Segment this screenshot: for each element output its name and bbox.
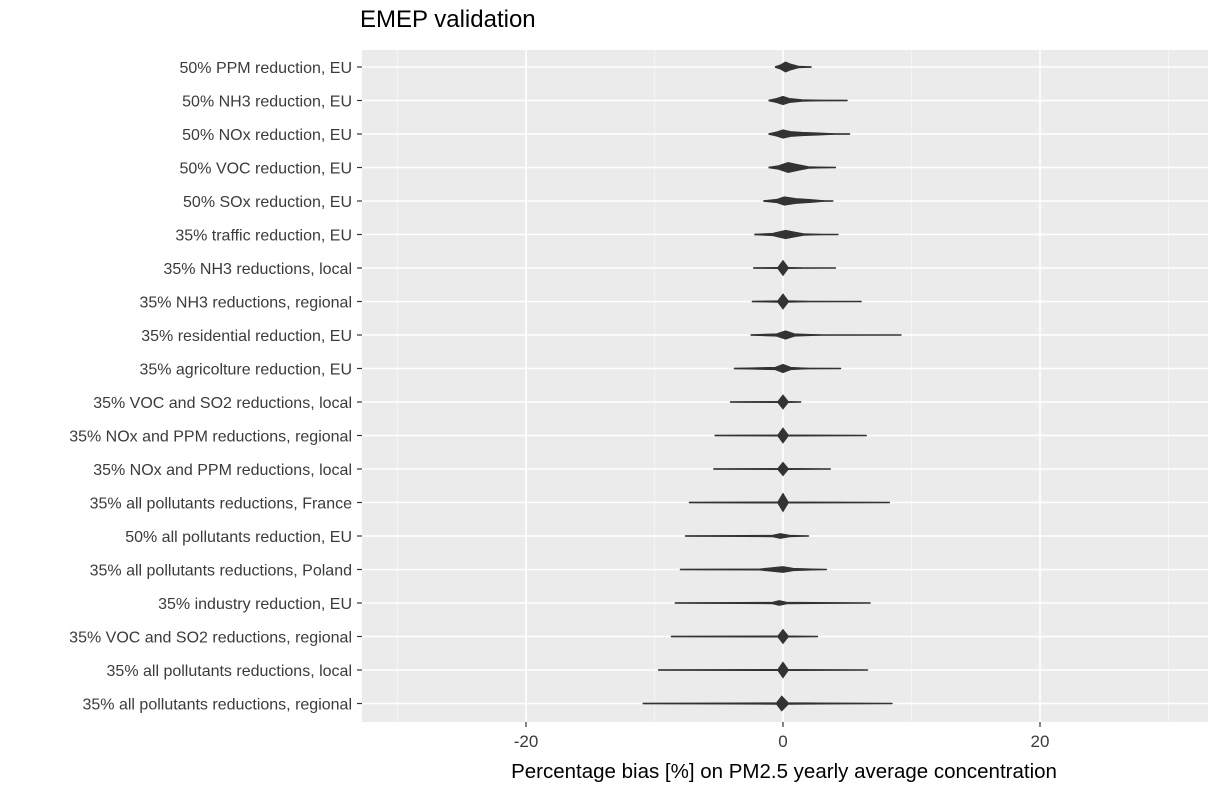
violin-shape (733, 363, 842, 374)
violin-center (778, 534, 783, 538)
y-tick-label: 35% NH3 reductions, regional (139, 295, 352, 312)
violin-shape (768, 129, 851, 139)
violin-shape (684, 533, 810, 539)
violin-shape (751, 293, 862, 310)
violin (679, 566, 828, 573)
violin-center (781, 366, 785, 371)
violin-shape (750, 330, 902, 340)
violin-shape (657, 661, 869, 679)
violin-center (781, 266, 785, 270)
y-tick-label: 35% all pollutants reductions, local (107, 663, 352, 680)
y-tick-label: 35% all pollutants reductions, regional (83, 697, 353, 714)
violin-shape (754, 229, 839, 240)
violin-shape (688, 492, 891, 513)
violin-center (782, 199, 787, 203)
violin-center (781, 433, 785, 438)
violin-center (781, 634, 785, 639)
violin-shape (713, 461, 831, 477)
violin (684, 533, 810, 539)
violin (768, 162, 837, 173)
violin (729, 394, 802, 410)
violin-center (781, 132, 785, 136)
violin-center (777, 601, 782, 605)
violin (753, 259, 837, 277)
plot-panel (362, 50, 1208, 722)
violin (751, 293, 862, 310)
violin (713, 461, 831, 477)
violin-center (783, 333, 788, 337)
y-tick-label: 35% VOC and SO2 reductions, regional (69, 630, 352, 647)
violin (688, 492, 891, 513)
violin-shape (679, 566, 828, 573)
y-tick-label: 35% all pollutants reductions, France (90, 496, 352, 513)
x-axis: -20 0 20 (514, 722, 1050, 751)
violin-shape (714, 427, 867, 444)
violin (774, 61, 812, 73)
y-tick-label: 35% industry reduction, EU (158, 596, 352, 613)
violin (763, 196, 834, 206)
violin-shape (729, 394, 802, 410)
y-tick-label: 35% NOx and PPM reductions, regional (69, 429, 352, 446)
y-tick-label: 50% VOC reduction, EU (179, 161, 352, 178)
violin (754, 229, 839, 240)
y-axis: 50% PPM reduction, EU 50% NH3 reduction, … (69, 60, 362, 714)
violin-shape (670, 628, 819, 645)
violin-center (779, 701, 784, 706)
y-tick-label: 35% VOC and SO2 reductions, local (93, 395, 352, 412)
x-axis-title: Percentage bias [%] on PM2.5 yearly aver… (511, 760, 1057, 783)
violin (768, 95, 848, 106)
y-tick-label: 50% NOx reduction, EU (182, 127, 352, 144)
chart-title: EMEP validation (360, 6, 536, 33)
violin-center (781, 567, 785, 572)
y-tick-label: 35% all pollutants reductions, Poland (90, 563, 352, 580)
violin-shape (768, 95, 848, 106)
violin-center (781, 299, 785, 304)
violin-shape (763, 196, 834, 206)
violin-shape (774, 61, 812, 73)
x-tick-label: 0 (778, 732, 787, 751)
violin-center (781, 668, 785, 672)
y-tick-label: 50% NH3 reduction, EU (182, 94, 352, 111)
y-tick-label: 35% residential reduction, EU (141, 328, 352, 345)
violin (657, 661, 869, 679)
x-tick-label: -20 (514, 732, 539, 751)
minor-gridlines (397, 50, 1169, 722)
violin-center (786, 165, 791, 170)
violin-shape (768, 162, 837, 173)
violin-center (781, 400, 785, 404)
violin-center (781, 500, 785, 505)
violin-center (781, 467, 785, 471)
violin-center (783, 232, 788, 237)
violin (674, 600, 871, 606)
violin (642, 695, 893, 712)
violin-shape (642, 695, 893, 712)
y-tick-label: 50% PPM reduction, EU (179, 60, 352, 77)
violin-shape (753, 259, 837, 277)
x-tick-label: 20 (1031, 732, 1050, 751)
y-tick-label: 50% all pollutants reduction, EU (125, 529, 352, 546)
violin (670, 628, 819, 645)
violin (733, 363, 842, 374)
violin (714, 427, 867, 444)
y-tick-label: 35% agricolture reduction, EU (139, 362, 352, 379)
violin-center (783, 65, 788, 69)
violin-series (642, 61, 902, 712)
y-tick-label: 35% traffic reduction, EU (175, 228, 352, 245)
y-tick-label: 35% NOx and PPM reductions, local (93, 462, 352, 479)
violin-center (781, 98, 785, 103)
y-tick-label: 50% SOx reduction, EU (183, 194, 352, 211)
violin (768, 129, 851, 139)
y-tick-label: 35% NH3 reductions, local (163, 261, 352, 278)
violin (750, 330, 902, 340)
violin-shape (674, 600, 871, 606)
